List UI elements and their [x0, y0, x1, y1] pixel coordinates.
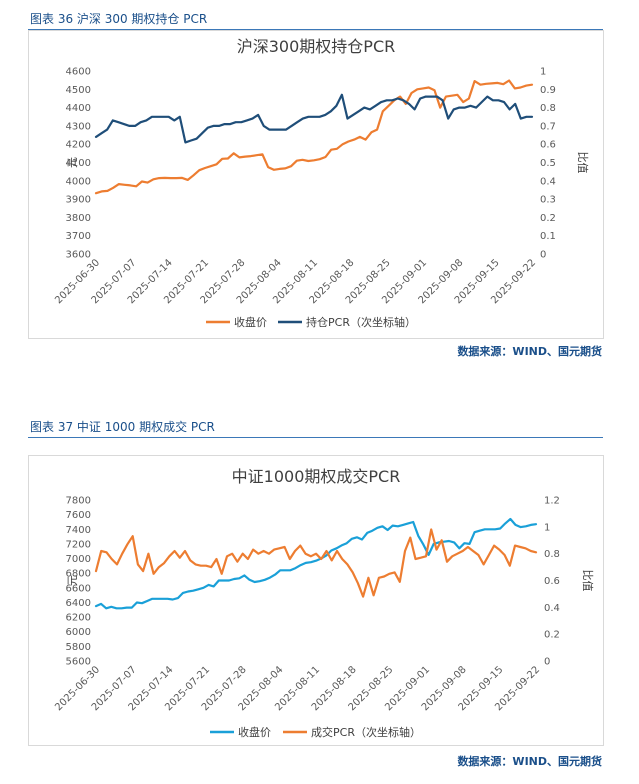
y-tick-label: 4000 [66, 176, 91, 187]
y-tick-label: 5600 [66, 657, 91, 668]
y-tick-label: 3700 [66, 231, 91, 242]
y-tick-label: 4400 [66, 103, 91, 114]
y2-tick-label: 0.9 [540, 85, 556, 96]
y2-tick-label: 0.2 [544, 630, 560, 641]
y-tick-label: 6400 [66, 598, 91, 609]
chart-title: 沪深300期权持仓PCR [237, 37, 395, 56]
y-tick-label: 4300 [66, 121, 91, 132]
y2-tick-label: 0.2 [540, 213, 556, 224]
figure1-caption: 图表 36 沪深 300 期权持仓 PCR [30, 12, 208, 26]
y-tick-label: 4200 [66, 140, 91, 151]
legend-label-1: 收盘价 [238, 725, 271, 739]
y-axis-label: 元 [66, 157, 79, 168]
legend-label-2: 持仓PCR（次坐标轴） [306, 315, 416, 329]
y-tick-label: 3900 [66, 195, 91, 206]
y-tick-label: 5800 [66, 642, 91, 653]
y2-tick-label: 0.6 [544, 576, 560, 587]
y-axis-label: 元 [66, 575, 79, 586]
y2-tick-label: 1.2 [544, 496, 560, 507]
y2-tick-label: 1 [544, 522, 550, 533]
y-tick-label: 7000 [66, 554, 91, 565]
y2-tick-label: 0.5 [540, 158, 556, 169]
y2-tick-label: 0.1 [540, 231, 556, 242]
y-tick-label: 4100 [66, 158, 91, 169]
figure1-caption-rule [28, 29, 603, 30]
y-tick-label: 3600 [66, 250, 91, 261]
legend-label-2: 成交PCR（次坐标轴） [311, 725, 421, 739]
figure1-chart-svg: 沪深300期权持仓PCR 4600 4500 4400 4300 4200 4100 4000… [53, 37, 589, 329]
y-tick-label: 7600 [66, 510, 91, 521]
y-tick-label: 4600 [66, 67, 91, 78]
y-tick-label: 6600 [66, 583, 91, 594]
series-line-2 [94, 93, 534, 144]
figure1-chart: 沪深300期权持仓PCR 4600 4500 4400 4300 4200 4100 4000… [28, 30, 604, 339]
y-tick-label: 7400 [66, 525, 91, 536]
y2-tick-label: 0.8 [540, 103, 556, 114]
figure2-source: 数据来源：WIND、国元期货 [457, 755, 602, 768]
y-tick-label: 6000 [66, 627, 91, 638]
figure1-source: 数据来源：WIND、国元期货 [457, 345, 602, 358]
y2-tick-label: 0.7 [540, 121, 556, 132]
y-tick-label: 7800 [66, 496, 91, 507]
y-tick-label: 3800 [66, 213, 91, 224]
y2-axis-label: 比值 [576, 152, 589, 174]
legend-label-1: 收盘价 [234, 315, 267, 329]
series-line-2 [94, 528, 538, 598]
y2-tick-label: 0.4 [544, 603, 560, 614]
y-tick-label: 4500 [66, 85, 91, 96]
series-line-1 [94, 517, 538, 610]
figure2-caption-rule [28, 437, 603, 438]
y-tick-label: 6800 [66, 569, 91, 580]
figure2-chart-svg: 中证1000期权成交PCR 7800 7600 7400 7200 7000 6800 660… [53, 467, 594, 739]
y-tick-label: 6200 [66, 613, 91, 624]
y2-tick-label: 0.8 [544, 549, 560, 560]
y2-tick-label: 0 [544, 657, 550, 668]
y2-tick-label: 0 [540, 250, 546, 261]
series-line-1 [94, 79, 534, 195]
y-tick-label: 7200 [66, 539, 91, 550]
y2-axis-label: 比值 [581, 570, 594, 592]
y2-tick-label: 1 [540, 67, 546, 78]
figure2-chart: 中证1000期权成交PCR 7800 7600 7400 7200 7000 6800 660… [28, 455, 604, 746]
y2-tick-label: 0.4 [540, 176, 556, 187]
figure2-caption: 图表 37 中证 1000 期权成交 PCR [30, 420, 215, 434]
y2-tick-label: 0.3 [540, 195, 556, 206]
y2-tick-label: 0.6 [540, 140, 556, 151]
chart-title: 中证1000期权成交PCR [232, 467, 401, 486]
